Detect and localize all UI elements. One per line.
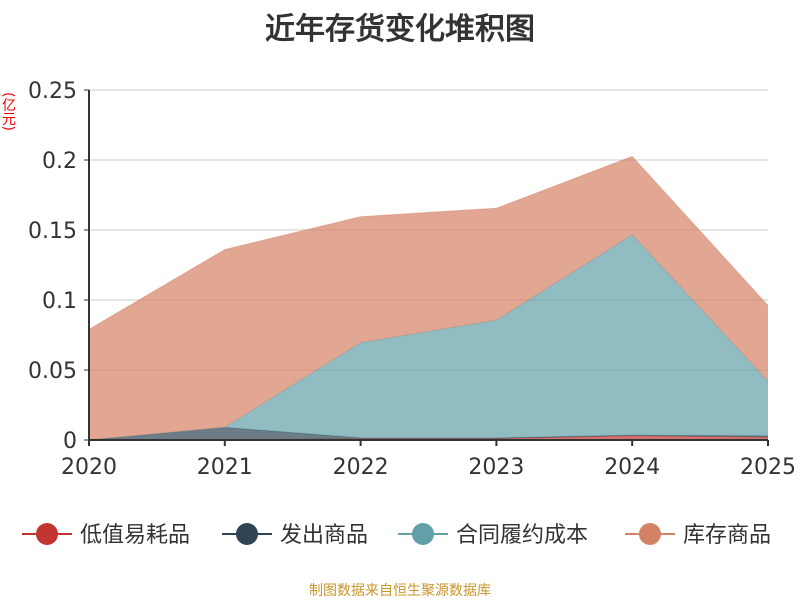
y-axis-unit: (亿元) — [0, 92, 16, 131]
area-合同履约成本 — [89, 234, 768, 440]
y-tick-label: 0.1 — [42, 289, 77, 314]
legend-label: 库存商品 — [683, 523, 771, 548]
x-tick-label: 2024 — [604, 455, 660, 480]
legend-label: 发出商品 — [280, 523, 368, 548]
y-tick-label: 0.05 — [28, 359, 77, 384]
legend-marker — [639, 523, 661, 545]
y-tick-label: 0.15 — [28, 219, 77, 244]
y-tick-label: 0.25 — [28, 79, 77, 104]
legend-marker — [36, 523, 58, 545]
x-tick-label: 2021 — [197, 455, 253, 480]
area-发出商品 — [89, 427, 768, 440]
legend-marker — [236, 523, 258, 545]
legend-label: 低值易耗品 — [80, 523, 190, 548]
chart-title: 近年存货变化堆积图 — [265, 12, 535, 47]
y-tick-label: 0.2 — [42, 149, 77, 174]
x-tick-label: 2020 — [61, 455, 117, 480]
data-source: 制图数据来自恒生聚源数据库 — [309, 583, 491, 599]
x-tick-label: 2023 — [468, 455, 524, 480]
x-tick-label: 2025 — [740, 455, 796, 480]
legend-label: 合同履约成本 — [456, 523, 588, 548]
line-库存商品 — [88, 155, 769, 330]
legend-marker — [412, 523, 434, 545]
area-库存商品 — [89, 156, 768, 440]
y-tick-label: 0 — [63, 429, 77, 454]
x-tick-label: 2022 — [333, 455, 389, 480]
